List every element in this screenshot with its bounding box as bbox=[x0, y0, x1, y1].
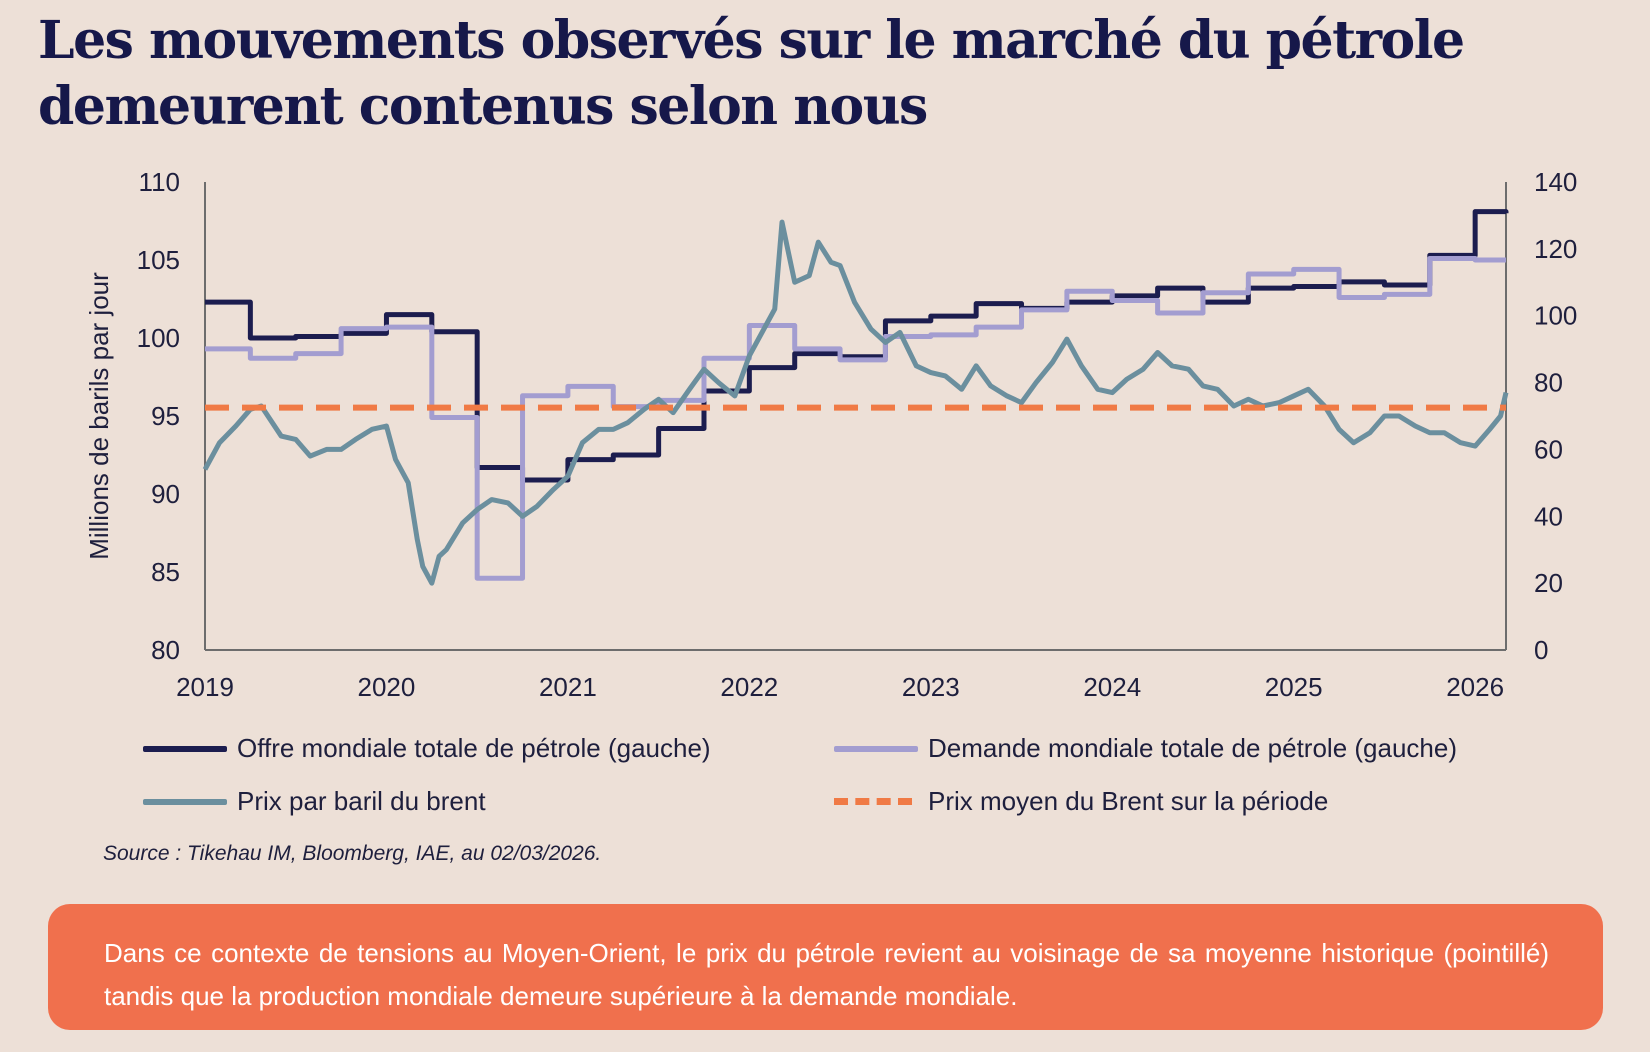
y-right-tick-label: 40 bbox=[1534, 501, 1563, 531]
y-right-tick-label: 60 bbox=[1534, 434, 1563, 464]
y-left-tick-label: 90 bbox=[151, 479, 180, 509]
y-left-tick-label: 85 bbox=[151, 557, 180, 587]
series-line-demand bbox=[205, 255, 1506, 581]
y-right-tick-label: 100 bbox=[1534, 301, 1577, 331]
chart-axes bbox=[204, 182, 1507, 651]
y-right-tick-label: 20 bbox=[1534, 568, 1563, 598]
series-line-supply bbox=[205, 209, 1509, 483]
chart-ticks: 80 85 90 95 100 105 110 0 20 40 60 80 100 120 140 2019 2… bbox=[84, 167, 1577, 702]
y-right-tick-label: 140 bbox=[1534, 167, 1577, 197]
title-line-2: demeurent contenus selon nous bbox=[38, 76, 928, 137]
legend-label-brent: Prix par baril du brent bbox=[237, 786, 486, 816]
y-right-tick-label: 0 bbox=[1534, 635, 1548, 665]
legend-label-supply: Offre mondiale totale de pétrole (gauche… bbox=[237, 733, 711, 763]
callout-text: Dans ce contexte de tensions au Moyen-Or… bbox=[104, 938, 1549, 1011]
legend-item-supply: Offre mondiale totale de pétrole (gauche… bbox=[143, 733, 711, 764]
legend-item-average: Prix moyen du Brent sur la période bbox=[834, 786, 1328, 817]
y-right-tick-label: 120 bbox=[1534, 234, 1577, 264]
y-left-tick-label: 95 bbox=[151, 401, 180, 431]
chart-series bbox=[202, 209, 1509, 586]
legend-item-demand: Demande mondiale totale de pétrole (gauc… bbox=[834, 733, 1457, 764]
page-title: Les mouvements observés sur le marché du… bbox=[38, 8, 1598, 140]
legend-swatch-demand bbox=[834, 745, 918, 752]
legend-swatch-average bbox=[834, 798, 912, 805]
x-tick-label: 2025 bbox=[1265, 672, 1323, 702]
legend-item-brent: Prix par baril du brent bbox=[143, 786, 486, 817]
x-tick-label: 2020 bbox=[358, 672, 416, 702]
y-left-tick-label: 110 bbox=[139, 167, 180, 197]
title-line-1: Les mouvements observés sur le marché du… bbox=[38, 10, 1465, 71]
source-note: Source : Tikehau IM, Bloomberg, IAE, au … bbox=[103, 842, 602, 865]
x-tick-label: 2019 bbox=[176, 672, 234, 702]
y-axis-title: Millions de barils par jour bbox=[84, 272, 114, 560]
oil-market-chart: 80 85 90 95 100 105 110 0 20 40 60 80 100 120 140 2019 2… bbox=[84, 167, 1577, 702]
callout-box: Dans ce contexte de tensions au Moyen-Or… bbox=[48, 904, 1603, 1030]
x-tick-label: 2026 bbox=[1446, 672, 1504, 702]
series-line-brent bbox=[202, 219, 1509, 586]
x-tick-label: 2022 bbox=[720, 672, 778, 702]
legend-label-demand: Demande mondiale totale de pétrole (gauc… bbox=[928, 733, 1458, 763]
x-tick-label: 2024 bbox=[1083, 672, 1141, 702]
y-left-tick-label: 100 bbox=[137, 323, 180, 353]
x-tick-label: 2023 bbox=[902, 672, 960, 702]
y-left-tick-label: 105 bbox=[137, 245, 180, 275]
y-left-tick-label: 80 bbox=[151, 635, 180, 665]
legend-label-average: Prix moyen du Brent sur la période bbox=[928, 786, 1329, 816]
y-right-tick-label: 80 bbox=[1534, 368, 1563, 398]
legend-swatch-brent bbox=[143, 798, 227, 805]
x-tick-label: 2021 bbox=[539, 672, 597, 702]
legend-swatch-supply bbox=[143, 745, 227, 752]
